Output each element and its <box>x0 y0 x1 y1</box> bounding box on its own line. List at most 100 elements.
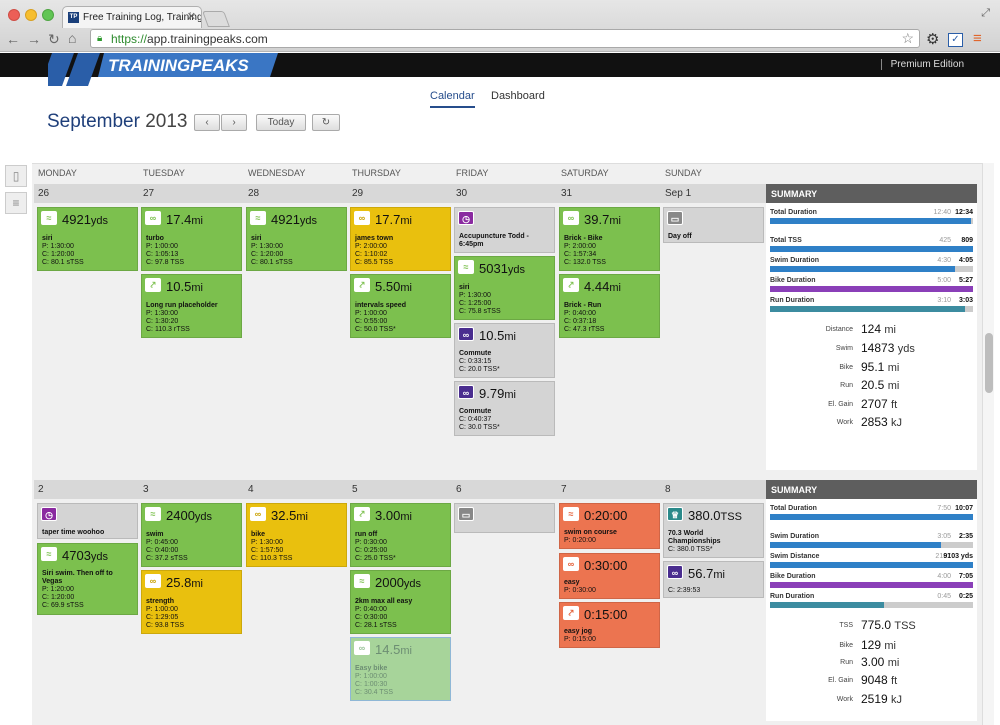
workout-detail: C: 1:25:00 <box>459 300 492 307</box>
summary-bar-row[interactable]: Swim Duration 3:05 2:35 <box>770 533 973 553</box>
summary-bar-row[interactable]: Bike Duration 5:00 5:27 <box>770 277 973 297</box>
workout-card-swim[interactable]: ≈ 4921yds siri P: 1:30:00 C: 1:20:00 C: … <box>246 207 347 271</box>
day-off-card[interactable]: ▭ Day off <box>663 207 764 243</box>
tab-calendar[interactable]: Calendar <box>430 90 475 108</box>
bookmark-star-icon[interactable]: ☆ <box>901 30 914 46</box>
workout-metric: 2000yds <box>375 575 421 590</box>
week2-date-bar: 2 3 4 5 6 7 8 <box>34 480 766 499</box>
metric-value: 5031 <box>479 261 508 276</box>
minimize-window-button[interactable] <box>25 9 37 21</box>
workout-card-bike[interactable]: ∞ 17.7mi james town P: 2:00:00 C: 1:10:0… <box>350 207 451 271</box>
total-number: 9048 <box>861 673 888 687</box>
summary-bar-fill <box>770 246 973 252</box>
checkbox-extension-icon[interactable]: ✓ <box>948 33 963 47</box>
workout-card-run[interactable]: ⤤ 4.44mi Brick - Run P: 0:40:00 C: 0:37:… <box>559 274 660 338</box>
fullscreen-icon[interactable]: ⤢ <box>981 7 990 19</box>
summary-bar-value: 9103 yds <box>943 553 973 560</box>
tab-dashboard[interactable]: Dashboard <box>491 90 545 102</box>
gear-icon[interactable]: ⚙ <box>926 31 940 48</box>
address-bar[interactable]: 🔒︎ https://app.trainingpeaks.com ☆ <box>90 29 920 48</box>
workout-card-run[interactable]: ⤤ 10.5mi Long run placeholder P: 1:30:00… <box>141 274 242 338</box>
summary-bar-fill <box>770 514 973 520</box>
workout-detail: P: 1:30:00 <box>146 310 178 317</box>
workout-card-swim-planned[interactable]: ≈ 0:20:00 swim on course P: 0:20:00 <box>559 503 660 549</box>
workout-card-swim[interactable]: ≈ 2400yds swim P: 0:45:00 C: 0:40:00 C: … <box>141 503 242 567</box>
metric-unit: mi <box>504 331 516 343</box>
next-month-button[interactable]: › <box>221 114 247 131</box>
prev-month-button[interactable]: ‹ <box>194 114 220 131</box>
summary-bar-row[interactable]: Total Duration 7:50 10:07 <box>770 505 973 525</box>
workout-card-swim[interactable]: ≈ 5031yds siri P: 1:30:00 C: 1:25:00 C: … <box>454 256 555 320</box>
workout-card-bike[interactable]: ∞ 10.5mi Commute C: 0:33:15 C: 20.0 TSS* <box>454 323 555 378</box>
zoom-window-button[interactable] <box>42 9 54 21</box>
workout-detail: C: 75.8 sTSS <box>459 308 501 315</box>
swim-icon: ≈ <box>354 574 370 588</box>
metric-unit: mi <box>191 282 203 294</box>
workout-card-bike-planned[interactable]: ∞ 14.5mi Easy bike P: 1:00:00 C: 1:00:30… <box>350 637 451 701</box>
total-unit: yds <box>897 343 915 355</box>
workout-card-swim[interactable]: ≈ 4703yds Siri swim. Then off to Vegas P… <box>37 543 138 615</box>
scrollbar-thumb[interactable] <box>985 333 993 393</box>
note-card[interactable]: ◷ taper time woohoo <box>37 503 138 539</box>
close-window-button[interactable] <box>8 9 20 21</box>
summary-bar-fill <box>770 218 971 224</box>
logo[interactable]: TRAININGPEAKS <box>108 56 249 75</box>
today-button[interactable]: Today <box>256 114 306 131</box>
week2-summary-header: SUMMARY <box>766 480 977 499</box>
notes-icon[interactable]: ≡ <box>5 192 27 214</box>
reload-icon[interactable]: ↻ <box>48 31 60 47</box>
workout-metric: 17.7mi <box>375 212 412 227</box>
summary-bar-row[interactable]: Total TSS 425 809 <box>770 237 973 257</box>
browser-tab[interactable]: TP Free Training Log, Training ✕ <box>62 6 202 28</box>
workout-title: taper time woohoo <box>42 529 105 536</box>
workout-metric: 56.7mi <box>688 566 725 581</box>
date-label: 2 <box>38 484 44 495</box>
forward-icon[interactable]: → <box>27 31 41 47</box>
day-off-card[interactable]: ▭ <box>454 503 555 533</box>
appointment-card[interactable]: ◷ Accupuncture Todd - 6:45pm <box>454 207 555 253</box>
workout-card-run-planned[interactable]: ⤤ 0:15:00 easy jog P: 0:15:00 <box>559 602 660 648</box>
workout-card-bike[interactable]: ∞ 25.8mi strength P: 1:00:00 C: 1:29:05 … <box>141 570 242 634</box>
workout-card-bike[interactable]: ∞ 32.5mi bike P: 1:30:00 C: 1:57:50 C: 1… <box>246 503 347 567</box>
date-label: 3 <box>143 484 149 495</box>
total-number: 95.1 <box>861 360 885 374</box>
summary-bar-row[interactable]: Total Duration 12:40 12:34 <box>770 209 973 229</box>
summary-bar-row[interactable]: Run Duration 3:10 3:03 <box>770 297 973 317</box>
summary-total-row: El. Gain 9048 ft <box>766 673 966 688</box>
workout-title-line2: 6:45pm <box>459 241 484 248</box>
workout-card-swim[interactable]: ≈ 2000yds 2km max all easy P: 0:40:00 C:… <box>350 570 451 634</box>
new-tab-button[interactable] <box>202 11 230 27</box>
workout-card-swim[interactable]: ≈ 4921yds siri P: 1:30:00 C: 1:20:00 C: … <box>37 207 138 271</box>
back-icon[interactable]: ← <box>6 31 20 47</box>
workout-title: swim on course <box>564 529 617 536</box>
workout-metric: 14.5mi <box>375 642 412 657</box>
summary-bar-track <box>770 514 973 520</box>
metric-value: 4921 <box>62 212 91 227</box>
event-card[interactable]: ♕ 380.0TSS 70.3 World Championships C: 3… <box>663 503 764 558</box>
home-icon[interactable]: ⌂ <box>68 30 77 46</box>
summary-bar-row[interactable]: Swim Distance 2187 9103 yds <box>770 553 973 573</box>
summary-bar-row[interactable]: Run Duration 0:45 0:25 <box>770 593 973 613</box>
menu-icon[interactable]: ≡ <box>973 30 982 47</box>
workout-title: swim <box>146 531 164 538</box>
summary-bar-row[interactable]: Bike Duration 4:00 7:05 <box>770 573 973 593</box>
summary-total-row: Bike 95.1 mi <box>766 360 966 375</box>
workout-detail: C: 80.1 sTSS <box>42 259 84 266</box>
workout-card-run[interactable]: ⤤ 5.50mi intervals speed P: 1:00:00 C: 0… <box>350 274 451 338</box>
workout-card-bike[interactable]: ∞ 39.7mi Brick - Bike P: 2:00:00 C: 1:57… <box>559 207 660 271</box>
summary-total-value: 2707 ft <box>861 397 897 411</box>
workout-card-bike[interactable]: ∞ 17.4mi turbo P: 1:00:00 C: 1:05:13 C: … <box>141 207 242 271</box>
swim-icon: ≈ <box>41 547 57 561</box>
workout-card-bike[interactable]: ∞ 56.7mi C: 2:39:53 <box>663 561 764 598</box>
workout-card-bike-planned[interactable]: ∞ 0:30:00 easy P: 0:30:00 <box>559 553 660 599</box>
summary-bar-planned: 4:00 <box>937 573 951 580</box>
refresh-button[interactable]: ↻ <box>312 114 340 131</box>
workout-card-bike[interactable]: ∞ 9.79mi Commute C: 0:40:37 C: 30.0 TSS* <box>454 381 555 436</box>
summary-bar-row[interactable]: Swim Duration 4:30 4:05 <box>770 257 973 277</box>
summary-total-label: Work <box>836 419 853 426</box>
summary-total-row: El. Gain 2707 ft <box>766 397 966 412</box>
library-icon[interactable]: ▯ <box>5 165 27 187</box>
tab-close-icon[interactable]: ✕ <box>186 11 196 23</box>
workout-card-run[interactable]: ⤤ 3.00mi run off P: 0:30:00 C: 0:25:00 C… <box>350 503 451 567</box>
calendar-scrollbar[interactable] <box>982 163 994 725</box>
